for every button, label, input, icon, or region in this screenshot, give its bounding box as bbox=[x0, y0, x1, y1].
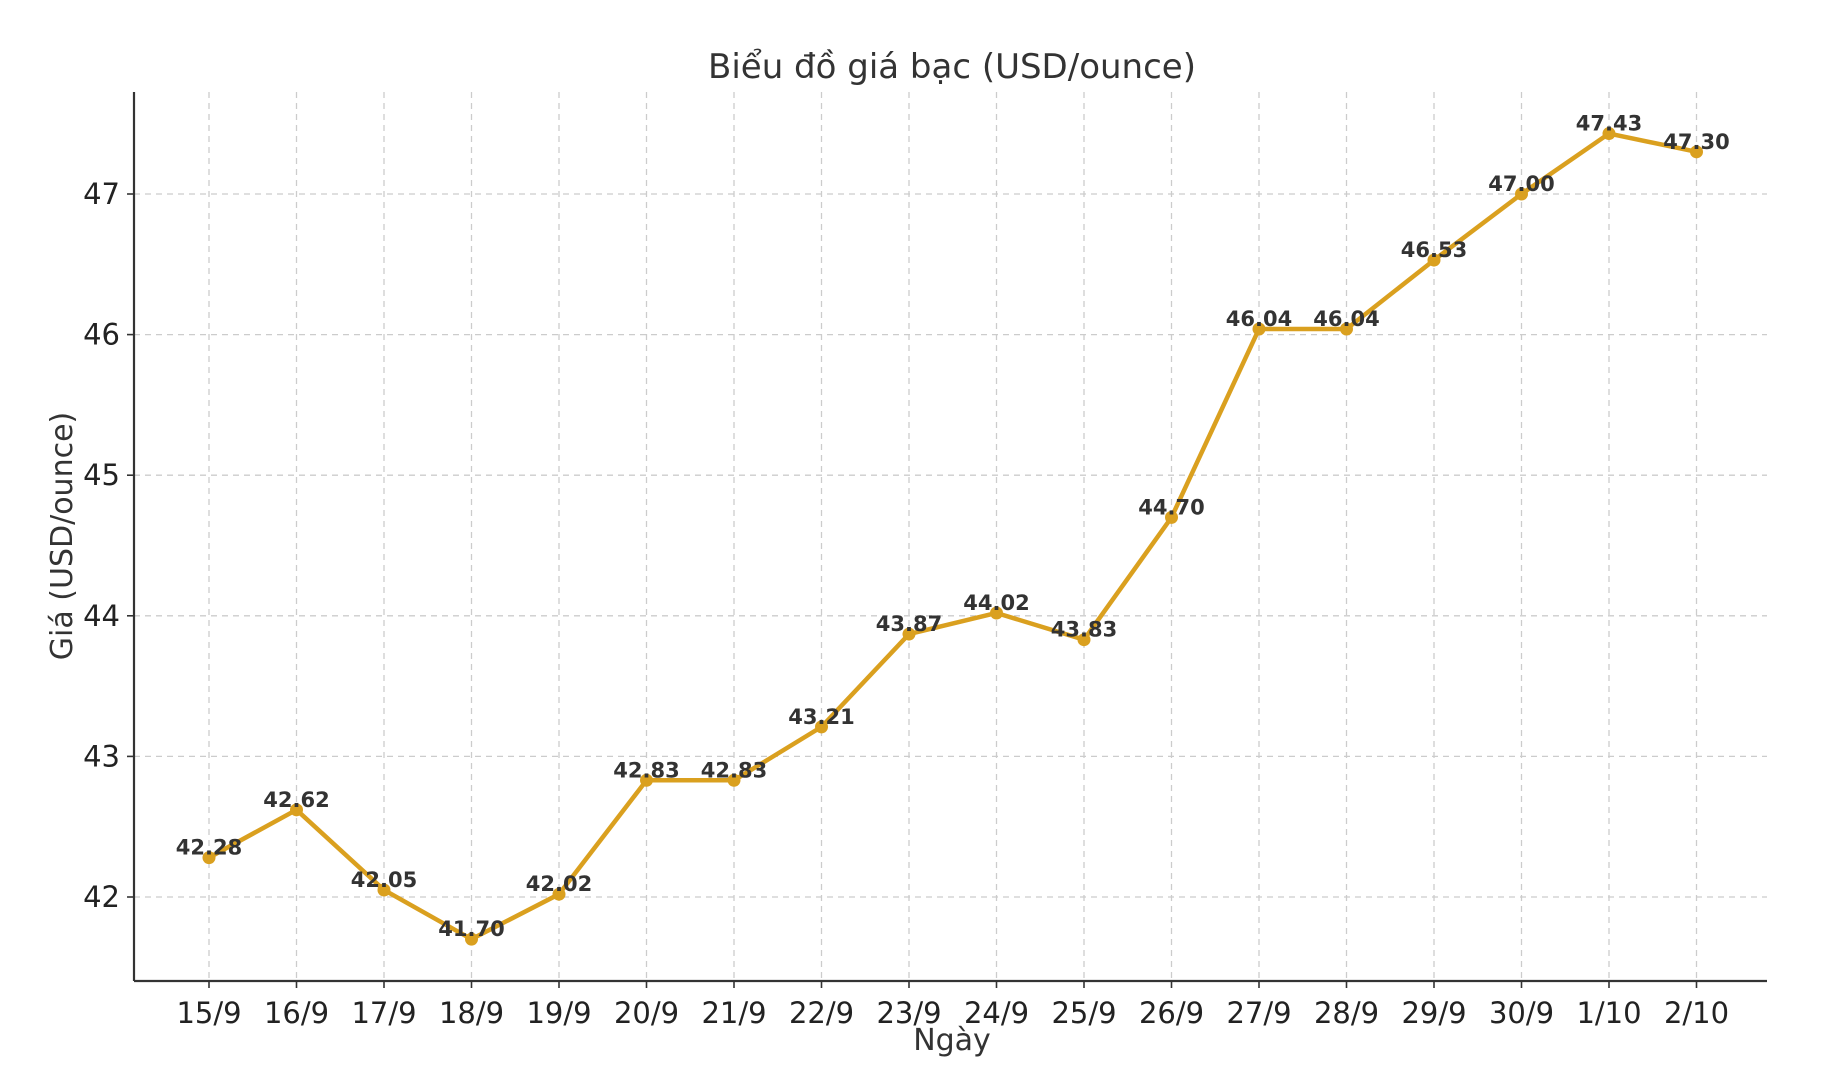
tick-labels: 15/9 16/9 17/9 18/9 19/9 20/9 21/9 22/9 23/9 24/9… bbox=[83, 177, 1729, 1030]
data-point bbox=[815, 720, 828, 734]
y-tick-label: 43 bbox=[83, 739, 120, 773]
data-point bbox=[1252, 322, 1266, 336]
x-axis-label: Ngày bbox=[913, 1023, 991, 1058]
data-point bbox=[290, 803, 303, 817]
grid bbox=[134, 92, 1767, 981]
data-label: 44.70 bbox=[1138, 495, 1204, 519]
series-line bbox=[206, 131, 1699, 942]
data-point bbox=[465, 932, 478, 946]
data-point bbox=[202, 851, 216, 865]
data-point bbox=[1602, 127, 1616, 141]
data-label: 46.04 bbox=[1313, 307, 1379, 331]
data-point bbox=[1340, 322, 1353, 336]
data-label: 46.53 bbox=[1401, 238, 1467, 262]
data-label: 42.62 bbox=[263, 788, 329, 812]
data-label: 42.83 bbox=[613, 758, 679, 782]
y-tick-label: 44 bbox=[83, 599, 120, 633]
data-labels: 42.28 42.62 42.05 41.70 42.02 42.83 42.83 43.21… bbox=[176, 112, 1730, 942]
data-point bbox=[1077, 633, 1091, 647]
data-label: 46.04 bbox=[1226, 307, 1292, 331]
data-label: 42.28 bbox=[176, 836, 242, 860]
y-tick-label: 47 bbox=[83, 177, 120, 211]
x-tick-label: 27/9 bbox=[1226, 996, 1291, 1030]
x-tick-label: 15/9 bbox=[176, 996, 241, 1030]
data-label: 47.43 bbox=[1576, 112, 1642, 136]
data-point bbox=[640, 773, 653, 787]
data-point bbox=[902, 627, 916, 641]
x-tick-label: 29/9 bbox=[1401, 996, 1466, 1030]
x-tick-label: 23/9 bbox=[876, 996, 941, 1030]
x-tick-label: 18/9 bbox=[439, 996, 504, 1030]
x-tick-label: 17/9 bbox=[351, 996, 416, 1030]
data-label: 43.21 bbox=[788, 705, 854, 729]
data-point bbox=[1690, 145, 1703, 159]
data-label: 42.05 bbox=[351, 868, 417, 892]
data-label: 47.00 bbox=[1488, 172, 1554, 196]
data-point bbox=[552, 887, 566, 901]
data-point bbox=[727, 773, 741, 787]
data-label: 44.02 bbox=[963, 591, 1029, 615]
x-tick-label: 21/9 bbox=[701, 996, 766, 1030]
x-tick-label: 16/9 bbox=[264, 996, 329, 1030]
y-axis-label: Giá (USD/ounce) bbox=[45, 412, 80, 660]
y-tick-label: 45 bbox=[83, 458, 120, 492]
data-point bbox=[377, 883, 391, 897]
data-point bbox=[1515, 187, 1528, 201]
data-label: 41.70 bbox=[438, 917, 504, 941]
data-label: 42.02 bbox=[526, 872, 592, 896]
x-tick-label: 20/9 bbox=[614, 996, 679, 1030]
x-tick-label: 28/9 bbox=[1314, 996, 1379, 1030]
x-tick-label: 2/10 bbox=[1664, 996, 1729, 1030]
y-tick-label: 46 bbox=[83, 318, 120, 352]
x-tick-label: 19/9 bbox=[526, 996, 591, 1030]
axes bbox=[132, 92, 1767, 983]
data-point bbox=[1165, 510, 1178, 524]
x-tick-label: 26/9 bbox=[1139, 996, 1204, 1030]
x-tick-label: 30/9 bbox=[1489, 996, 1554, 1030]
data-label: 43.87 bbox=[876, 612, 942, 636]
x-tick-label: 25/9 bbox=[1051, 996, 1116, 1030]
data-point bbox=[990, 606, 1003, 620]
x-tick-label: 22/9 bbox=[789, 996, 854, 1030]
data-label: 42.83 bbox=[701, 758, 767, 782]
series bbox=[202, 127, 1703, 946]
x-tick-label: 24/9 bbox=[964, 996, 1029, 1030]
data-label: 43.83 bbox=[1051, 618, 1117, 642]
data-label: 47.30 bbox=[1663, 130, 1729, 154]
x-tick-label: 1/10 bbox=[1576, 996, 1641, 1030]
y-tick-label: 42 bbox=[83, 880, 120, 914]
chart-title: Biểu đồ giá bạc (USD/ounce) bbox=[708, 47, 1196, 87]
data-point bbox=[1427, 253, 1441, 267]
